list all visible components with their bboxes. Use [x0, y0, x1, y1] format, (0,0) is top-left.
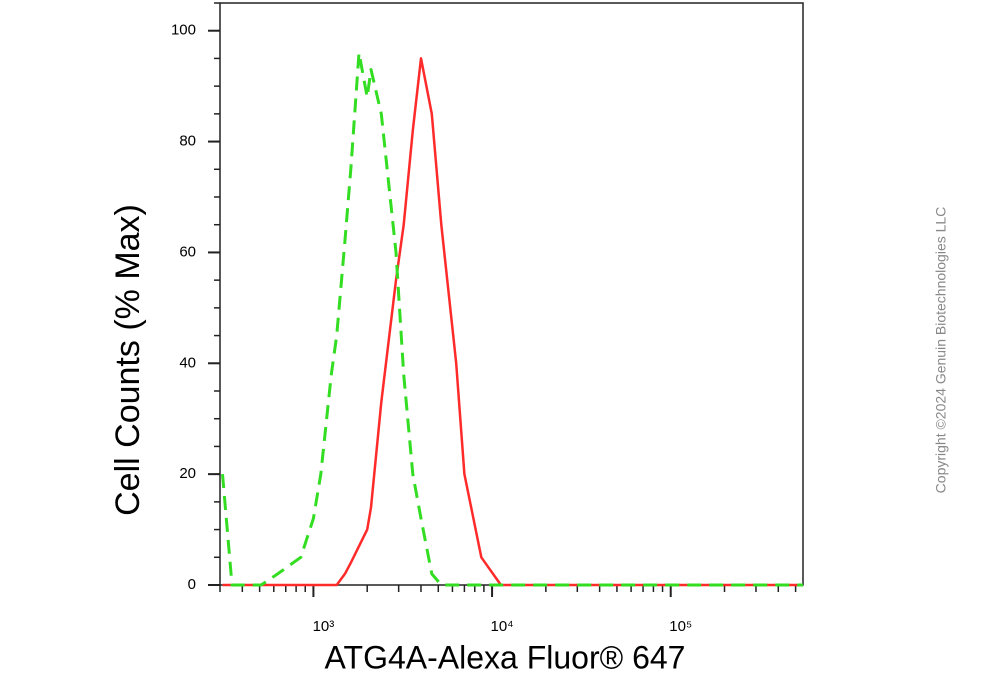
y-tick-label: 80 — [179, 133, 196, 150]
y-tick-label: 0 — [188, 576, 196, 593]
y-tick-label: 20 — [179, 465, 196, 482]
copyright-note: Copyright ©2024 Genuin Biotechnologies L… — [933, 207, 949, 494]
series-line — [222, 57, 803, 587]
series-line — [221, 51, 803, 587]
y-axis-label: Cell Counts (% Max) — [109, 204, 147, 516]
x-tick-label: 10⁵ — [669, 618, 692, 635]
x-tick-label: 10⁴ — [491, 618, 514, 635]
plot-frame — [219, 2, 804, 586]
x-tick-label: 10³ — [313, 618, 335, 635]
y-tick-label: 60 — [179, 243, 196, 260]
y-tick-label: 100 — [171, 22, 196, 39]
y-tick-label: 40 — [179, 354, 196, 371]
x-axis-label: ATG4A-Alexa Fluor® 647 — [325, 639, 686, 675]
